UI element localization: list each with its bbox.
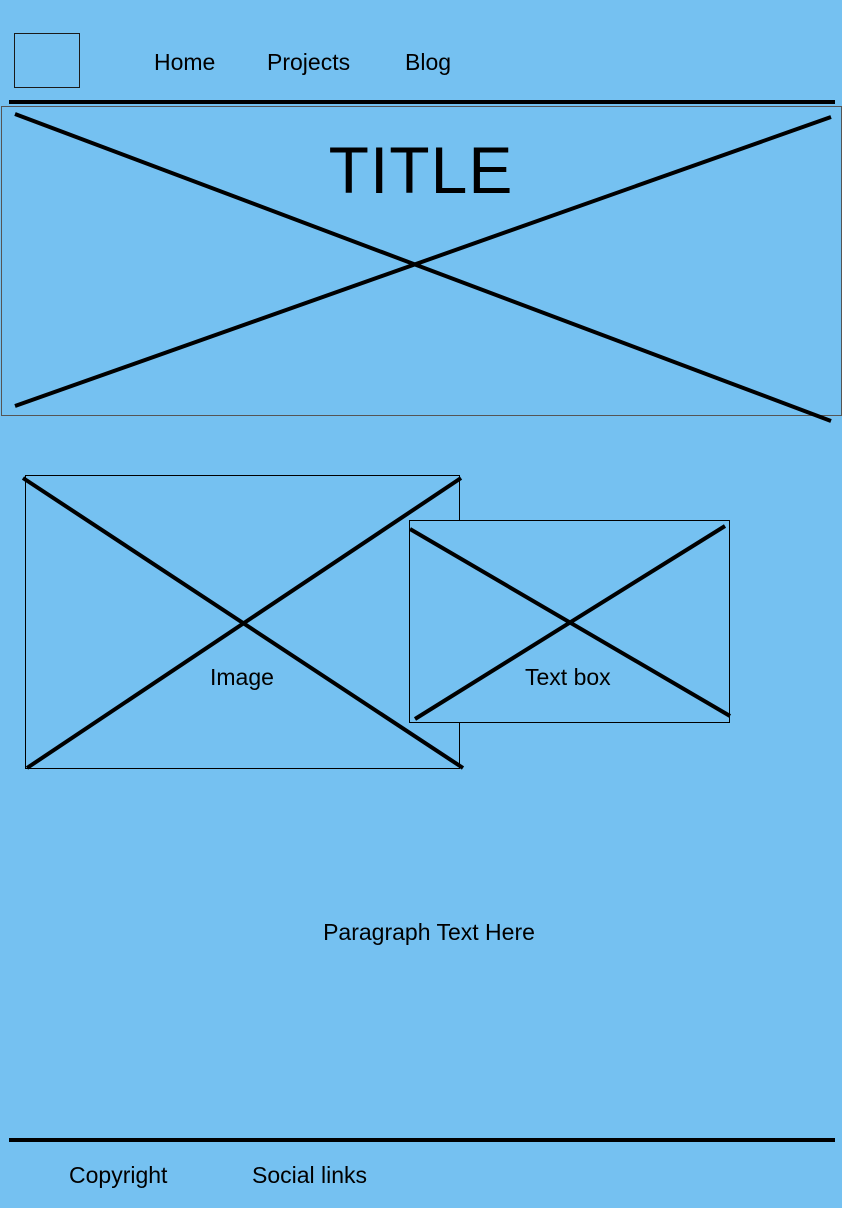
image-caption: Image xyxy=(210,664,274,690)
nav-projects-link[interactable]: Projects xyxy=(267,49,351,75)
image-placeholder xyxy=(21,475,465,770)
text-box-caption: Text box xyxy=(525,664,611,690)
footer-divider xyxy=(9,1138,835,1142)
page-title: TITLE xyxy=(328,133,514,207)
text-box-placeholder-cross-icon xyxy=(408,524,732,721)
text-box-placeholder xyxy=(408,520,732,723)
nav-home-link[interactable]: Home xyxy=(154,49,216,75)
paragraph-text: Paragraph Text Here xyxy=(323,919,535,945)
footer-social-links[interactable]: Social links xyxy=(252,1162,368,1188)
footer-copyright: Copyright xyxy=(69,1162,168,1188)
hero-banner xyxy=(1,106,842,423)
header-divider xyxy=(9,100,835,104)
nav-blog-link[interactable]: Blog xyxy=(405,49,452,75)
hero-image-placeholder-icon xyxy=(14,112,832,423)
logo-placeholder-icon[interactable] xyxy=(14,33,80,88)
image-placeholder-cross-icon xyxy=(21,476,465,770)
